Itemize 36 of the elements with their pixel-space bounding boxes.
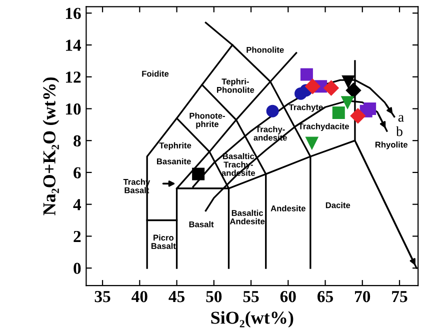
annotation: Andesite: [270, 205, 306, 212]
annotation: Foidite: [142, 70, 169, 77]
x-tick-label: 75: [392, 291, 408, 302]
y-axis-title: Na₂O+K₂O (wt%): [42, 77, 60, 216]
x-tick-label: 35: [94, 290, 110, 302]
annotation: Tephrite: [159, 142, 192, 150]
annotation: Basalt: [189, 221, 214, 228]
y-tick-label: 4: [73, 199, 82, 210]
x-tick-label: 50: [206, 290, 222, 302]
y-tick-label: 8: [74, 135, 81, 147]
annotation: a: [398, 115, 404, 122]
annotation: b: [396, 126, 402, 136]
annotation: Dacite: [326, 202, 350, 208]
x-axis-title: SiO₂(wt%): [211, 311, 294, 328]
y-tick-label: 0: [74, 262, 81, 274]
x-tick-label: 60: [280, 290, 296, 302]
x-tick-label: 45: [168, 291, 184, 302]
annotation: Basaltic Andesite: [230, 210, 265, 224]
annotation: Phonote- phrite: [190, 112, 225, 129]
y-tick-label: 6: [74, 167, 81, 178]
y-tick-label: 16: [66, 8, 81, 20]
annotation: Phonolite: [246, 46, 284, 53]
x-tick-label: 55: [243, 291, 259, 302]
y-tick-label: 2: [74, 230, 81, 242]
annotation: Tephri- Phonolite: [217, 78, 254, 93]
y-tick-label: 10: [66, 103, 81, 115]
annotation: Trachyte: [288, 104, 323, 112]
x-tick-label: 40: [132, 290, 148, 302]
annotation: Basanite: [157, 158, 191, 164]
annotation: Picro Basalt: [151, 234, 176, 249]
annotation: Trachydacite: [298, 123, 349, 131]
x-tick-label: 70: [355, 290, 370, 302]
y-tick-label: 12: [66, 72, 81, 83]
x-tick-label: 65: [318, 290, 333, 302]
annotation: Rhyolite: [375, 141, 408, 150]
y-tick-label: 14: [66, 40, 82, 51]
